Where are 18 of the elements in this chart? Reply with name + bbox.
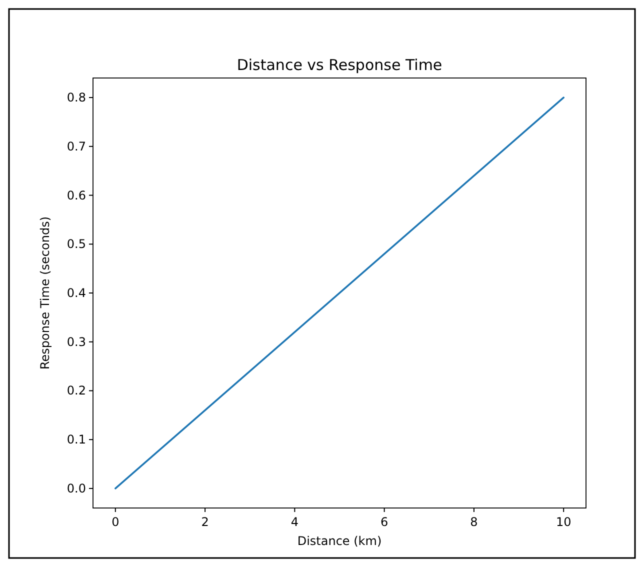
y-tick-label: 0.5 <box>66 237 86 252</box>
y-tick-label: 0.6 <box>66 188 86 202</box>
chart-title: Distance vs Response Time <box>236 56 442 74</box>
y-tick-label: 0.3 <box>66 334 86 349</box>
x-tick-label: 10 <box>556 515 572 529</box>
y-tick-label: 0.8 <box>66 90 86 105</box>
y-tick-label: 0.1 <box>66 432 86 447</box>
x-tick-label: 0 <box>112 515 120 529</box>
x-tick-label: 4 <box>290 515 298 529</box>
y-tick-label: 0.7 <box>66 139 86 154</box>
y-tick-label: 0.0 <box>66 481 86 496</box>
x-axis-title: Distance (km) <box>297 534 382 548</box>
y-tick-label: 0.4 <box>66 286 86 300</box>
x-tick-label: 2 <box>201 515 209 529</box>
y-axis-title: Response Time (seconds) <box>38 216 52 370</box>
y-tick-label: 0.2 <box>66 384 86 398</box>
x-tick-label: 8 <box>470 515 478 529</box>
x-tick-label: 6 <box>380 515 388 529</box>
